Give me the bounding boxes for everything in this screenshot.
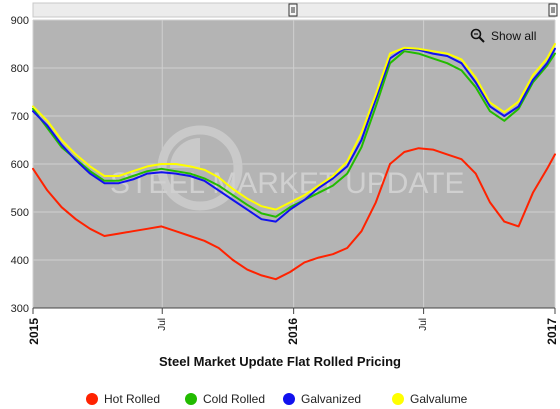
legend-marker	[392, 393, 404, 405]
y-tick-label: 400	[11, 255, 29, 267]
legend-marker	[283, 393, 295, 405]
legend-label: Hot Rolled	[104, 392, 160, 406]
show-all-label: Show all	[491, 29, 536, 43]
series-line-galvalume	[32, 43, 556, 211]
y-tick-label: 800	[11, 63, 29, 75]
y-tick-label: 700	[11, 111, 29, 123]
legend-item-galvanized[interactable]: Galvanized	[283, 392, 361, 406]
x-tick-label: 2016	[286, 318, 300, 345]
y-tick-label: 900	[11, 15, 29, 27]
navigator-left-handle[interactable]	[288, 3, 298, 17]
y-tick-label: 300	[11, 303, 29, 315]
legend-label: Cold Rolled	[203, 392, 265, 406]
y-tick-label: 600	[11, 159, 29, 171]
x-axis: 2015 Jul 2016 Jul 2017	[27, 307, 559, 345]
legend-item-galvalume[interactable]: Galvalume	[392, 392, 468, 406]
x-tick-label: Jul	[157, 318, 168, 331]
legend-item-cold-rolled[interactable]: Cold Rolled	[185, 392, 265, 406]
y-tick-label: 500	[11, 207, 29, 219]
legend: Hot Rolled Cold Rolled Galvanized Galvalume	[86, 392, 468, 406]
chart-title: Steel Market Update Flat Rolled Pricing	[159, 354, 401, 369]
show-all-button[interactable]: Show all	[470, 28, 537, 43]
y-axis: 300 400 500 600 700 800 900	[11, 15, 29, 315]
zoom-icon	[470, 28, 485, 43]
legend-marker	[185, 393, 197, 405]
series-lines	[32, 43, 556, 281]
navigator-right-handle[interactable]	[548, 3, 558, 17]
legend-label: Galvalume	[410, 392, 468, 406]
x-tick-label: 2017	[545, 318, 559, 345]
legend-marker	[86, 393, 98, 405]
x-tick-label: Jul	[418, 318, 429, 331]
legend-label: Galvanized	[301, 392, 361, 406]
legend-item-hot-rolled[interactable]: Hot Rolled	[86, 392, 160, 406]
series-line-galvanized	[32, 47, 556, 223]
series-line-hot-rolled	[32, 147, 556, 281]
x-tick-label: 2015	[27, 318, 41, 345]
